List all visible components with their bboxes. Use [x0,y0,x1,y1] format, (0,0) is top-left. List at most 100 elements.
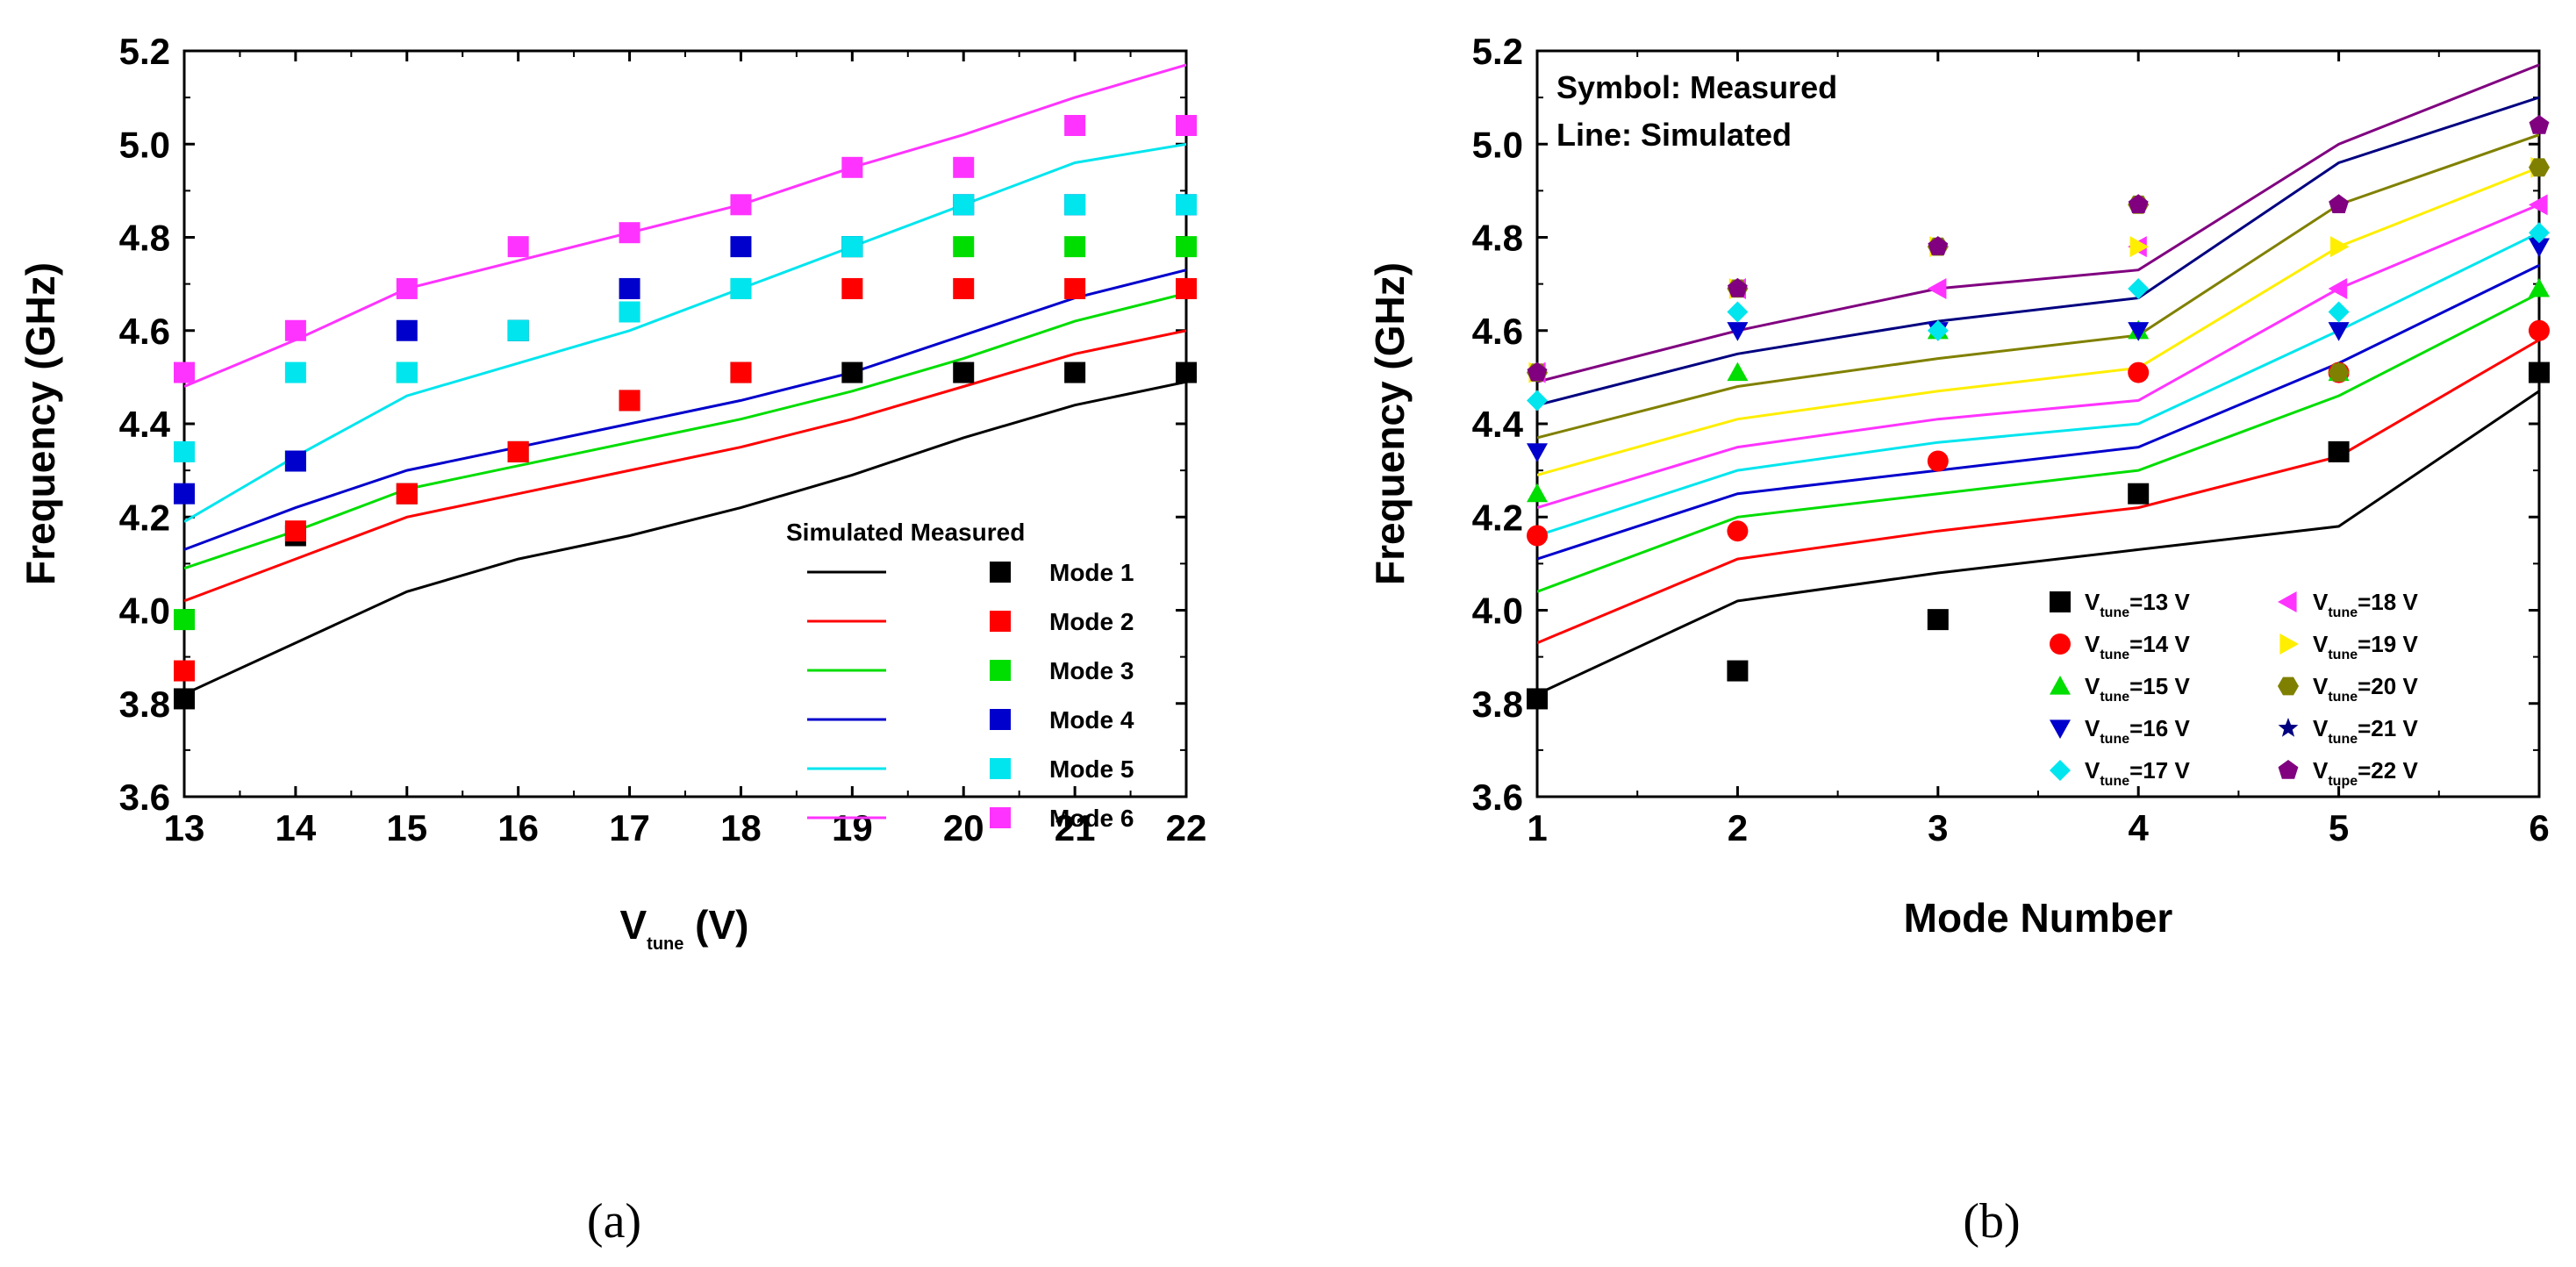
chart-a-measured-markers [174,115,1197,710]
chart-b-simulated-line [1537,291,2539,593]
chart-a-x-tick-label: 14 [275,807,317,848]
chart-b-legend-label: Vtune=16 V [2085,715,2190,747]
chart-b-legend-marker-swatch [2278,718,2299,737]
chart-a-measured-point [284,319,306,341]
chart-b-measured-point [1927,609,1949,631]
chart-a-measured-point [841,236,863,258]
chart-a-simulated-line [184,291,1186,570]
chart-b-measured-point [2128,322,2150,341]
chart-b-measured-point [2128,194,2149,213]
chart-b-measured-point [2529,115,2550,134]
chart-b-measured-point [1527,688,1548,710]
chart-a-plot-frame [182,49,1188,798]
chart-b-legend-label: Vtune=14 V [2085,631,2190,662]
chart-a-measured-point [507,319,529,341]
chart-b-measured-point [1527,525,1548,547]
chart-a-measured-point [1176,115,1197,136]
chart-a-measured-point [619,390,640,412]
chart-a-simulated-line [184,329,1186,603]
chart-a-measured-point [953,194,975,216]
chart-a-measured-point [1064,277,1086,299]
chart-b-x-tick-label: 2 [1728,807,1748,848]
chart-b-simulated-line [1537,231,2539,537]
chart-b-measured-point [1527,483,1548,503]
chart-a-measured-point [953,236,975,258]
chart-b-simulated-line [1537,63,2539,383]
chart-b-legend-label: Vtune=21 V [2313,715,2418,747]
chart-a-legend-marker-swatch [990,758,1011,779]
chart-a-measured-point [1064,361,1086,383]
chart-b-measured-point [2529,222,2550,244]
chart-a-y-tick-label: 4.4 [119,404,171,445]
chart-b-measured-point [1727,301,1749,323]
chart-a-measured-point [396,361,418,383]
chart-b-y-tick-label: 4.6 [1472,311,1523,352]
chart-a-x-tick-label: 18 [720,807,762,848]
chart-a-measured-point [1176,194,1197,216]
chart-b-measured-point [2529,277,2550,297]
chart-b-simulated-line [1537,203,2539,510]
chart-b-measured-point [2128,277,2150,299]
chart-a-y-tick-label: 4.8 [119,218,170,259]
chart-b: 1 2 3 4 5 6 3.6 3.8 4.0 4.2 4.4 4.6 4.8 5.0 5.2 Freque… [1367,31,2550,1249]
chart-a-legend-marker-swatch [990,562,1011,583]
chart-a: 13 14 15 16 17 18 19 20 21 22 3.6 3.8 4.0 4.2 4.4 4.6 4.… [18,31,1206,1249]
chart-b-measured-point [1527,361,1548,382]
chart-b-measured-point [2529,238,2550,258]
chart-a-measured-point [284,361,306,383]
chart-b-measured-point [2129,236,2150,258]
chart-b-simulated-line [1537,390,2539,696]
chart-b-simulated-line [1537,96,2539,407]
chart-a-legend-header: Simulated Measured [786,519,1025,546]
chart-b-y-tick-label: 5.0 [1472,124,1523,165]
chart-a-simulated-lines [184,63,1186,696]
chart-b-measured-point [1727,520,1749,542]
chart-a-legend-label: Mode 4 [1049,706,1134,734]
chart-b-legend-marker-swatch [2278,591,2297,612]
chart-b-ticks: 1 2 3 4 5 6 3.6 3.8 4.0 4.2 4.4 4.6 4.8 5.0 5.2 [1472,31,2550,848]
chart-b-measured-point [1727,660,1749,682]
chart-b-legend-label: Vtune=15 V [2085,673,2190,705]
chart-a-legend-label: Mode 2 [1049,608,1134,635]
chart-a-legend-label: Mode 3 [1049,657,1134,684]
chart-a-simulated-line [184,268,1186,551]
chart-a-y-axis-label: Frequency (GHz) [18,262,63,585]
chart-a-measured-point [619,301,640,323]
chart-b-legend-marker-swatch [2050,676,2071,695]
chart-a-measured-point [1176,361,1197,383]
chart-b-measured-point [2128,361,2150,383]
chart-a-measured-point [730,361,752,383]
chart-a-measured-point [174,609,195,631]
chart-b-measured-point [1527,390,1548,412]
chart-a-measured-point [730,236,752,258]
chart-a-legend: Mode 1 Mode 2 Mode 3 Mode 4 Mode 5 Mode 6 [807,559,1134,832]
chart-b-measured-point [2529,361,2550,383]
chart-b-annotation-line: Line: Simulated [1556,117,1792,153]
chart-a-y-tick-label: 3.6 [119,777,170,818]
chart-b-measured-point [1928,236,1949,255]
chart-a-x-tick-label: 17 [609,807,650,848]
chart-b-simulated-lines [1537,63,2539,696]
chart-a-y-tick-label: 4.2 [119,497,170,538]
chart-a-y-tick-label: 5.0 [119,124,170,165]
chart-b-measured-point [1527,443,1548,462]
chart-a-x-tick-label: 15 [386,807,427,848]
chart-b-measured-point [2529,194,2548,216]
chart-a-measured-point [1064,236,1086,258]
chart-a-measured-point [284,520,306,542]
chart-b-x-tick-label: 5 [2329,807,2349,848]
chart-b-x-tick-label: 4 [2129,807,2150,848]
chart-b-x-axis-label: Mode Number [1904,895,2173,941]
chart-b-measured-point [2328,277,2348,299]
chart-b-simulated-line [1537,264,2539,561]
chart-b-annotation-symbol: Symbol: Measured [1556,69,1837,105]
chart-b-measured-markers [1527,115,2550,710]
chart-a-measured-point [174,483,195,505]
chart-a-y-tick-label: 5.2 [119,31,170,72]
chart-a-x-tick-label: 20 [943,807,984,848]
chart-b-simulated-line [1537,339,2539,645]
chart-a-x-tick-label: 13 [164,807,205,848]
chart-a-measured-point [953,277,975,299]
chart-a-legend-label: Mode 6 [1049,805,1134,832]
chart-b-x-tick-label: 1 [1527,807,1547,848]
